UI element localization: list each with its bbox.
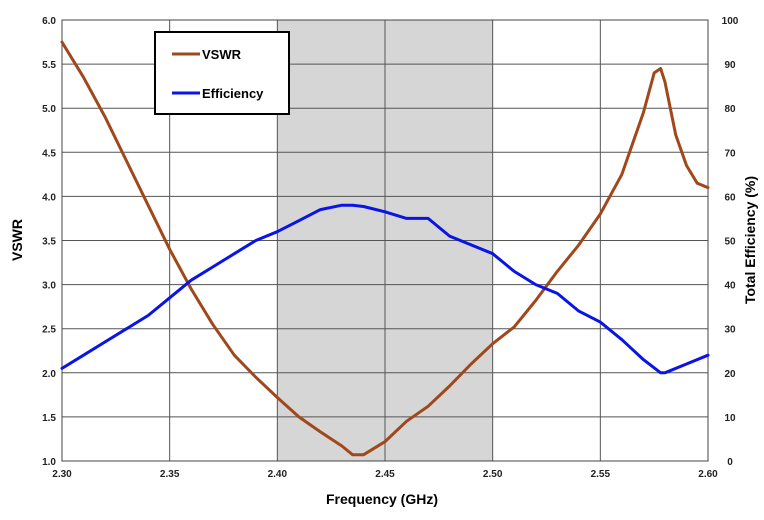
x-tick-label: 2.60 bbox=[698, 469, 718, 480]
y2-tick-label: 30 bbox=[724, 325, 736, 336]
y2-tick-label: 20 bbox=[724, 369, 736, 380]
legend-box bbox=[154, 31, 290, 115]
x-tick-label: 2.50 bbox=[483, 469, 503, 480]
plot-frame bbox=[61, 19, 709, 462]
y2-tick-label: 0 bbox=[727, 457, 733, 468]
x-axis-title: Frequency (GHz) bbox=[326, 491, 438, 507]
y-tick-label: 1.0 bbox=[42, 457, 56, 468]
y-tick-label: 2.0 bbox=[42, 369, 56, 380]
x-tick-label: 2.35 bbox=[160, 469, 180, 480]
y2-tick-label: 50 bbox=[724, 237, 736, 248]
y-tick-labels: 1.0 1.5 2.0 2.5 3.0 3.5 4.0 4.5 5.0 5.5 6.0 bbox=[42, 16, 56, 468]
y-tick-label: 6.0 bbox=[42, 16, 56, 27]
y-tick-label: 4.5 bbox=[42, 148, 56, 159]
x-tick-label: 2.30 bbox=[52, 469, 72, 480]
y2-tick-label: 60 bbox=[724, 192, 736, 203]
y-tick-label: 3.5 bbox=[42, 237, 56, 248]
y2-tick-label: 100 bbox=[722, 16, 739, 27]
y2-tick-label: 40 bbox=[724, 281, 736, 292]
y-axis-title: VSWR bbox=[9, 219, 25, 261]
y-tick-label: 1.5 bbox=[42, 413, 56, 424]
legend-label-efficiency: Efficiency bbox=[202, 86, 264, 101]
y2-tick-label: 90 bbox=[724, 60, 736, 71]
x-tick-labels: 2.30 2.35 2.40 2.45 2.50 2.55 2.60 bbox=[52, 469, 718, 480]
y-tick-label: 5.5 bbox=[42, 60, 56, 71]
y-tick-label: 2.5 bbox=[42, 325, 56, 336]
series-layer bbox=[60, 40, 710, 457]
legend-label-vswr: VSWR bbox=[202, 47, 242, 62]
y2-tick-label: 70 bbox=[724, 148, 736, 159]
x-tick-label: 2.40 bbox=[268, 469, 288, 480]
y2-axis-title: Total Efficiency (%) bbox=[742, 176, 758, 304]
y2-tick-label: 80 bbox=[724, 104, 736, 115]
y-tick-label: 3.0 bbox=[42, 281, 56, 292]
series-line-efficiency bbox=[60, 203, 710, 375]
y-tick-label: 4.0 bbox=[42, 192, 56, 203]
x-tick-label: 2.55 bbox=[591, 469, 611, 480]
y2-tick-labels: 0 10 20 30 40 50 60 70 80 90 100 bbox=[722, 16, 739, 468]
y2-tick-label: 10 bbox=[724, 413, 736, 424]
y-tick-label: 5.0 bbox=[42, 104, 56, 115]
legend: VSWR Efficiency bbox=[154, 31, 290, 115]
x-tick-label: 2.45 bbox=[375, 469, 395, 480]
